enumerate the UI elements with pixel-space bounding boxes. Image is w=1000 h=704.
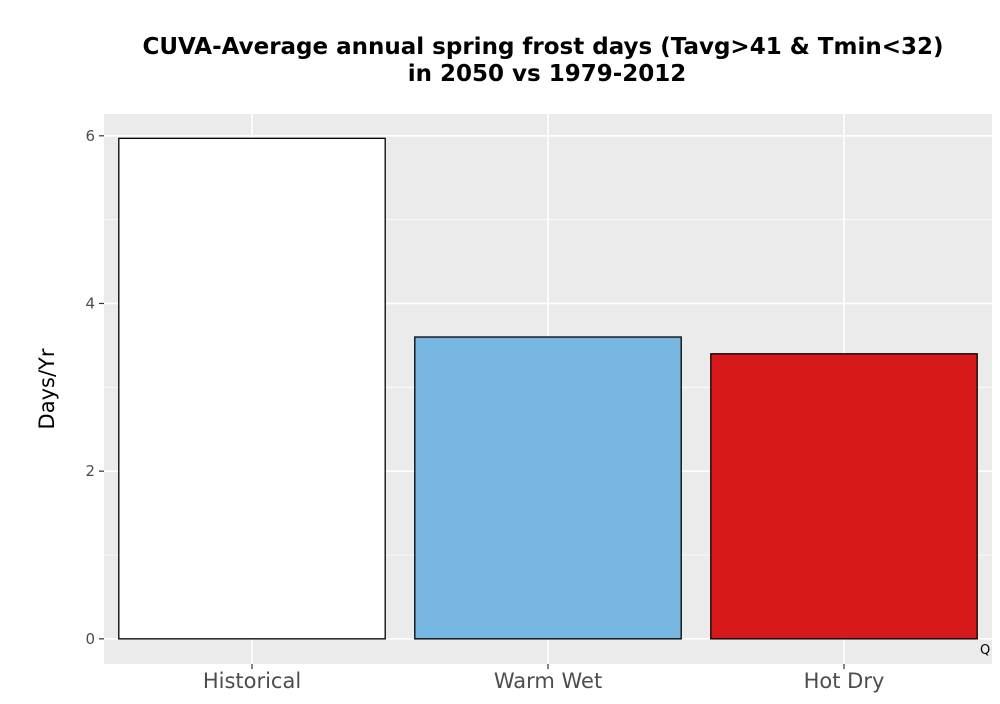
- y-tick-label: 0: [85, 630, 95, 648]
- bar-historical: [118, 137, 386, 640]
- chart-title-line-1: CUVA-Average annual spring frost days (T…: [142, 34, 943, 60]
- x-tick-label: Warm Wet: [494, 669, 602, 693]
- bars-group: [118, 137, 978, 640]
- corner-annotation: Q: [980, 643, 990, 658]
- y-axis-title: Days/Yr: [35, 348, 59, 429]
- chart-title-line-2: in 2050 vs 1979-2012: [408, 61, 687, 87]
- y-tick-label: 6: [85, 127, 95, 145]
- bar-hot-dry: [710, 353, 978, 640]
- x-tick-label: Hot Dry: [804, 669, 885, 693]
- y-tick-label: 4: [85, 294, 95, 312]
- y-tick-label: 2: [85, 462, 95, 480]
- x-tick-label: Historical: [203, 669, 301, 693]
- bar-warm-wet: [414, 336, 682, 640]
- x-axis: Historical Warm Wet Hot Dry: [203, 664, 885, 693]
- y-axis: 0 2 4 6: [85, 127, 104, 648]
